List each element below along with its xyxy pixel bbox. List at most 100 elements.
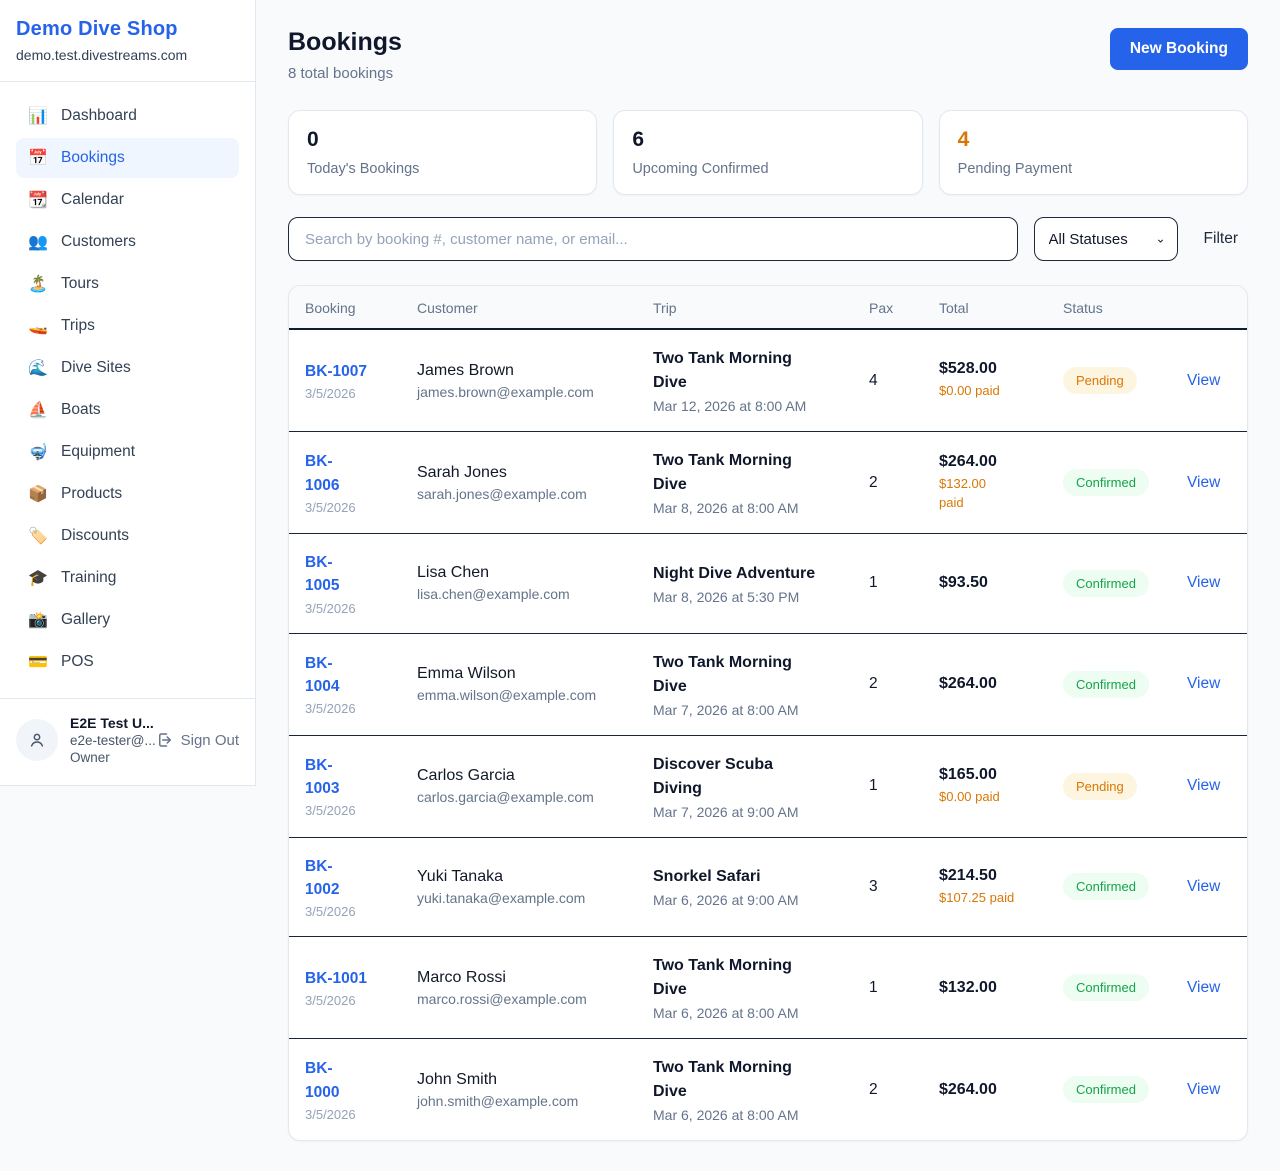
trip-date: Mar 6, 2026 at 9:00 AM bbox=[653, 892, 799, 909]
customer-name: Lisa Chen bbox=[417, 564, 490, 582]
customer-email: marco.rossi@example.com bbox=[417, 990, 587, 1007]
trip-date: Mar 12, 2026 at 8:00 AM bbox=[653, 398, 807, 414]
total-amount: $264.00 bbox=[939, 1080, 997, 1098]
sidebar-item-pos[interactable]: 💳 POS bbox=[16, 642, 239, 682]
status-badge: Pending bbox=[1063, 772, 1137, 800]
paid-amount: $0.00 paid bbox=[939, 383, 1000, 399]
sidebar-item-boats[interactable]: ⛵ Boats bbox=[16, 390, 239, 430]
col-header-customer: Customer bbox=[401, 286, 637, 330]
sign-out-button[interactable]: Sign Out bbox=[156, 731, 239, 749]
table-row: BK- 1002 3/5/2026 Yuki Tanaka yuki.tanak… bbox=[289, 837, 1247, 937]
sailboat-icon: ⛵ bbox=[28, 402, 48, 419]
sidebar-item-products[interactable]: 📦 Products bbox=[16, 474, 239, 514]
stat-label: Pending Payment bbox=[957, 161, 1073, 177]
trip-date: Mar 6, 2026 at 8:00 AM bbox=[653, 1005, 799, 1021]
status-select[interactable]: All Statuses bbox=[1033, 217, 1178, 261]
view-link[interactable]: View bbox=[1187, 675, 1221, 692]
table-row: BK- 1003 3/5/2026 Carlos Garcia carlos.g… bbox=[289, 735, 1247, 838]
view-link[interactable]: View bbox=[1187, 574, 1221, 592]
trip-date: Mar 7, 2026 at 9:00 AM bbox=[653, 803, 799, 820]
booking-link[interactable]: BK- 1006 bbox=[305, 453, 340, 494]
sidebar-item-trips[interactable]: 🚤 Trips bbox=[16, 306, 239, 346]
new-booking-button[interactable]: New Booking bbox=[1109, 28, 1248, 70]
status-badge: Confirmed bbox=[1063, 469, 1149, 496]
table-row: BK- 1005 3/5/2026 Lisa Chen lisa.chen@ex… bbox=[289, 533, 1247, 634]
sidebar-item-discounts[interactable]: 🏷️ Discounts bbox=[16, 516, 239, 556]
sidebar-item-dive-sites[interactable]: 🌊 Dive Sites bbox=[16, 348, 239, 388]
trip-name: Two Tank Morning Dive bbox=[653, 1059, 792, 1100]
page-subtitle: 8 total bookings bbox=[288, 65, 394, 82]
pax-count: 3 bbox=[853, 837, 923, 937]
filter-button[interactable]: Filter bbox=[1194, 224, 1248, 254]
sidebar-item-bookings[interactable]: 📅 Bookings bbox=[16, 138, 239, 178]
sidebar-item-label: Calendar bbox=[61, 191, 124, 208]
user-role: Owner bbox=[70, 750, 110, 765]
sidebar-item-label: Trips bbox=[61, 317, 95, 334]
view-link[interactable]: View bbox=[1187, 371, 1221, 389]
booking-link[interactable]: BK- 1002 bbox=[305, 857, 340, 898]
total-amount: $528.00 bbox=[939, 360, 997, 378]
view-link[interactable]: View bbox=[1187, 1080, 1221, 1098]
package-icon: 📦 bbox=[28, 486, 48, 503]
trip-date: Mar 6, 2026 at 8:00 AM bbox=[653, 1107, 799, 1123]
sign-out-label: Sign Out bbox=[180, 731, 239, 749]
booking-link[interactable]: BK- 1000 bbox=[305, 1060, 340, 1101]
status-badge: Confirmed bbox=[1063, 1076, 1149, 1103]
brand-domain: demo.test.divestreams.com bbox=[16, 47, 188, 63]
booking-date: 3/5/2026 bbox=[305, 1106, 356, 1122]
view-link[interactable]: View bbox=[1187, 777, 1221, 794]
paid-amount: $132.00 paid bbox=[939, 476, 986, 510]
booking-link[interactable]: BK- 1004 bbox=[305, 654, 340, 695]
stat-value: 6 bbox=[632, 128, 645, 151]
booking-link[interactable]: BK-1007 bbox=[305, 362, 368, 380]
sidebar-item-label: POS bbox=[61, 653, 94, 670]
status-badge: Confirmed bbox=[1063, 569, 1149, 597]
table-row: BK- 1004 3/5/2026 Emma Wilson emma.wilso… bbox=[289, 633, 1247, 736]
paid-amount: $107.25 paid bbox=[939, 889, 1015, 905]
bookings-table-card: Booking Customer Trip Pax Total Status B… bbox=[288, 285, 1248, 1141]
table-row: BK- 1000 3/5/2026 John Smith john.smith@… bbox=[289, 1039, 1247, 1141]
total-amount: $93.50 bbox=[939, 574, 988, 592]
col-header-status: Status bbox=[1047, 286, 1171, 330]
booking-date: 3/5/2026 bbox=[305, 993, 356, 1009]
calendar-date-icon: 📅 bbox=[28, 150, 48, 167]
view-link[interactable]: View bbox=[1187, 473, 1221, 491]
stat-card-upcoming-confirmed: 6 Upcoming Confirmed bbox=[613, 110, 923, 195]
sidebar-item-dashboard[interactable]: 📊 Dashboard bbox=[16, 96, 239, 136]
stat-label: Upcoming Confirmed bbox=[632, 161, 769, 177]
sidebar-item-customers[interactable]: 👥 Customers bbox=[16, 222, 239, 262]
view-link[interactable]: View bbox=[1187, 978, 1221, 996]
customer-name: Emma Wilson bbox=[417, 665, 516, 682]
sidebar-item-tours[interactable]: 🏝️ Tours bbox=[16, 264, 239, 304]
stats-row: 0 Today's Bookings 6 Upcoming Confirmed … bbox=[288, 110, 1248, 195]
sidebar-item-label: Tours bbox=[61, 275, 99, 292]
sidebar-item-label: Products bbox=[61, 485, 123, 502]
page-header: Bookings 8 total bookings New Booking bbox=[288, 28, 1248, 82]
customer-name: John Smith bbox=[417, 1070, 498, 1088]
avatar bbox=[16, 719, 58, 761]
graduation-cap-icon: 🎓 bbox=[28, 570, 48, 587]
sidebar-item-label: Boats bbox=[61, 401, 101, 418]
sidebar-item-calendar[interactable]: 📆 Calendar bbox=[16, 180, 239, 220]
booking-link[interactable]: BK- 1005 bbox=[305, 554, 340, 595]
user-name: E2E Test U... bbox=[70, 715, 154, 731]
pax-count: 1 bbox=[853, 735, 923, 838]
sidebar-item-label: Dashboard bbox=[61, 107, 137, 124]
bookings-table: Booking Customer Trip Pax Total Status B… bbox=[289, 286, 1247, 1141]
total-amount: $132.00 bbox=[939, 978, 997, 996]
status-select-wrap: All Statuses ⌄ bbox=[1033, 217, 1178, 261]
view-link[interactable]: View bbox=[1187, 877, 1221, 895]
trip-name: Two Tank Morning Dive bbox=[653, 452, 792, 493]
table-row: BK-1007 3/5/2026 James Brown james.brown… bbox=[289, 329, 1247, 432]
sidebar-nav: 📊 Dashboard 📅 Bookings 📆 Calendar 👥 Cust… bbox=[0, 82, 255, 698]
customer-email: emma.wilson@example.com bbox=[417, 687, 597, 703]
booking-link[interactable]: BK-1001 bbox=[305, 969, 368, 987]
trip-name: Two Tank Morning Dive bbox=[653, 350, 792, 391]
filter-row: All Statuses ⌄ Filter bbox=[288, 217, 1248, 261]
search-input[interactable] bbox=[288, 217, 1018, 261]
sidebar-item-gallery[interactable]: 📸 Gallery bbox=[16, 600, 239, 640]
sidebar-item-equipment[interactable]: 🤿 Equipment bbox=[16, 432, 239, 472]
sidebar-item-training[interactable]: 🎓 Training bbox=[16, 558, 239, 598]
booking-link[interactable]: BK- 1003 bbox=[305, 756, 340, 797]
trip-name: Two Tank Morning Dive bbox=[653, 653, 792, 695]
